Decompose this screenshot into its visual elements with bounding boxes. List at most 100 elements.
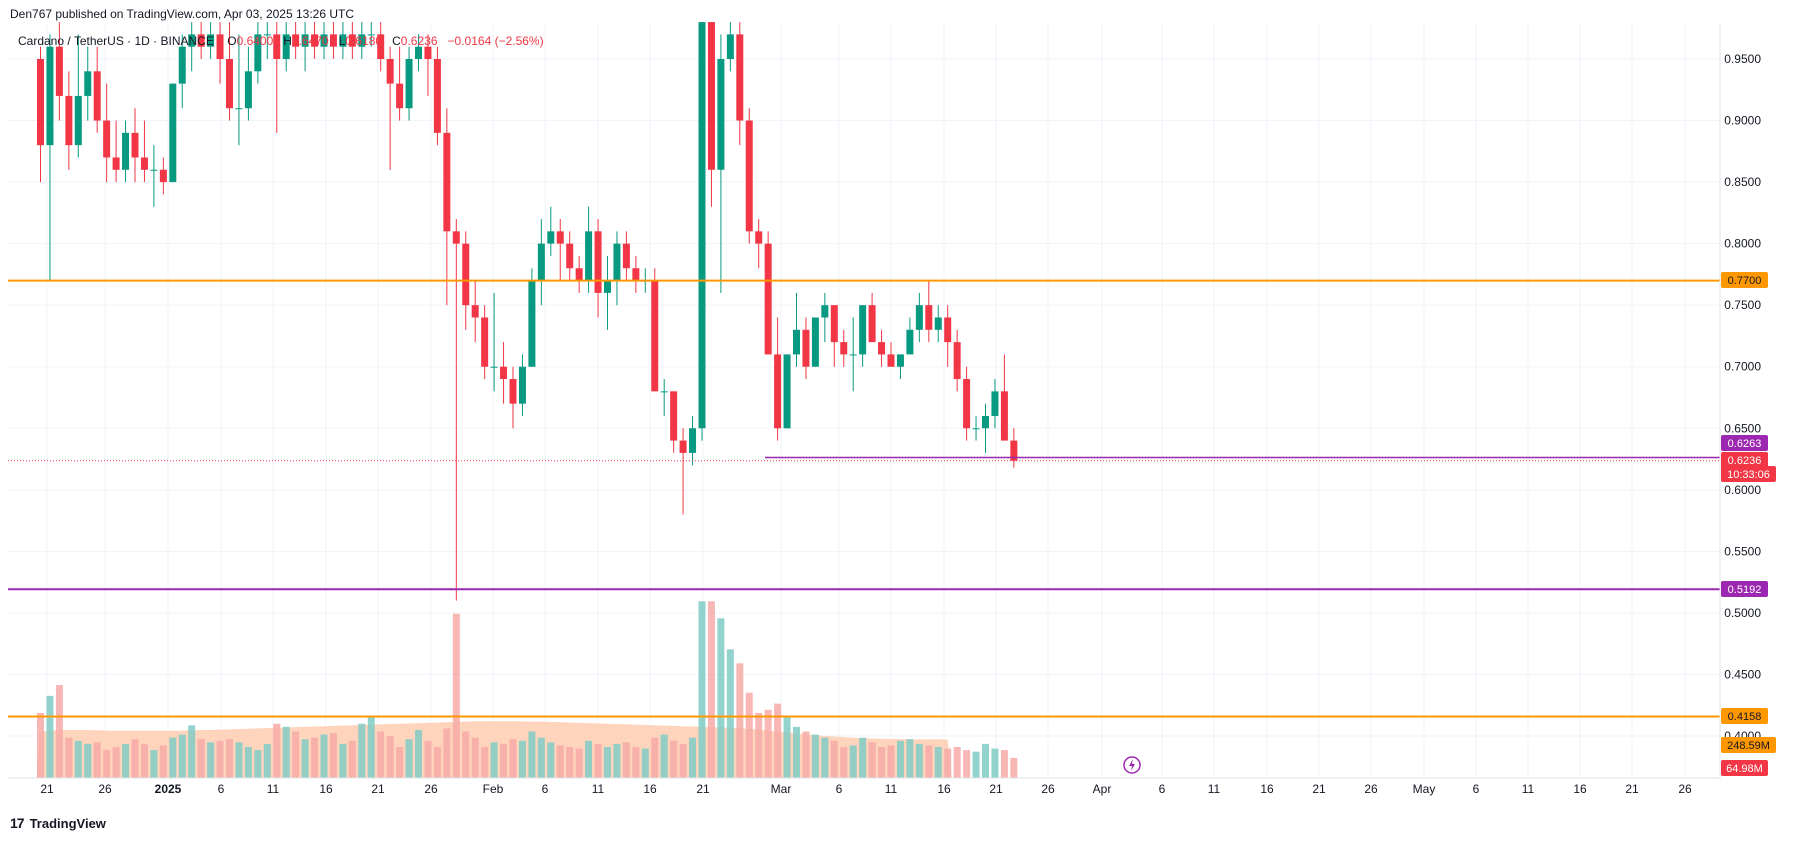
candle-body[interactable] bbox=[282, 34, 290, 59]
candle-body[interactable] bbox=[944, 317, 952, 343]
candle-body[interactable] bbox=[982, 415, 989, 429]
candle-body[interactable] bbox=[566, 243, 574, 269]
candle-body[interactable] bbox=[462, 243, 470, 306]
candle-body[interactable] bbox=[726, 34, 734, 59]
candle-body[interactable] bbox=[802, 329, 810, 367]
candle-body[interactable] bbox=[707, 22, 715, 170]
candle-body[interactable] bbox=[150, 169, 158, 171]
candle-body[interactable] bbox=[367, 34, 375, 36]
candle-body[interactable] bbox=[292, 34, 300, 47]
candle-body[interactable] bbox=[471, 305, 479, 318]
candle-body[interactable] bbox=[925, 305, 933, 330]
candle-body[interactable] bbox=[632, 268, 640, 281]
candle-body[interactable] bbox=[575, 268, 583, 281]
candle-body[interactable] bbox=[443, 132, 451, 232]
candle-body[interactable] bbox=[263, 34, 271, 36]
candle-body[interactable] bbox=[490, 366, 498, 368]
candle-body[interactable] bbox=[358, 34, 366, 47]
candle-body[interactable] bbox=[74, 95, 82, 146]
candle-body[interactable] bbox=[46, 46, 54, 146]
candle-body[interactable] bbox=[509, 379, 517, 404]
candle-body[interactable] bbox=[377, 34, 385, 59]
candle-body[interactable] bbox=[849, 354, 857, 356]
candle-body[interactable] bbox=[226, 59, 233, 109]
candle-body[interactable] bbox=[339, 34, 347, 47]
candle-body[interactable] bbox=[859, 305, 867, 355]
candle-body[interactable] bbox=[93, 71, 101, 121]
candle-body[interactable] bbox=[528, 280, 536, 367]
candle-body[interactable] bbox=[745, 120, 753, 232]
candle-body[interactable] bbox=[613, 243, 621, 281]
candle-body[interactable] bbox=[887, 354, 895, 367]
candle-body[interactable] bbox=[717, 59, 725, 170]
candle-body[interactable] bbox=[556, 231, 564, 244]
candle-body[interactable] bbox=[216, 34, 224, 59]
candle-body[interactable] bbox=[811, 317, 819, 367]
candle-body[interactable] bbox=[689, 428, 697, 453]
symbol-title[interactable]: Cardano / TetherUS · 1D · BINANCE bbox=[18, 34, 214, 48]
candle-body[interactable] bbox=[424, 46, 432, 59]
candle-body[interactable] bbox=[896, 354, 904, 367]
candle-body[interactable] bbox=[594, 231, 602, 293]
candle-body[interactable] bbox=[934, 317, 942, 330]
candle-body[interactable] bbox=[764, 243, 772, 355]
candle-body[interactable] bbox=[547, 231, 555, 244]
candle-body[interactable] bbox=[122, 132, 130, 170]
candle-body[interactable] bbox=[660, 391, 668, 393]
candle-body[interactable] bbox=[169, 83, 177, 183]
candle-body[interactable] bbox=[452, 231, 460, 244]
candle-body[interactable] bbox=[112, 157, 120, 170]
candle-body[interactable] bbox=[1010, 440, 1018, 461]
candle-body[interactable] bbox=[197, 34, 205, 47]
candle-body[interactable] bbox=[783, 354, 791, 429]
candle-body[interactable] bbox=[103, 120, 111, 158]
candle-body[interactable] bbox=[622, 243, 630, 269]
candle-body[interactable] bbox=[415, 46, 422, 59]
candle-body[interactable] bbox=[159, 169, 167, 183]
candle-body[interactable] bbox=[1000, 391, 1008, 441]
candle-body[interactable] bbox=[396, 83, 404, 109]
candle-body[interactable] bbox=[537, 243, 545, 281]
candle-body[interactable] bbox=[140, 157, 148, 170]
candle-body[interactable] bbox=[188, 34, 196, 47]
candle-body[interactable] bbox=[329, 34, 337, 47]
candle-body[interactable] bbox=[481, 317, 489, 367]
candle-body[interactable] bbox=[906, 329, 914, 355]
candle-body[interactable] bbox=[273, 34, 281, 59]
candle-body[interactable] bbox=[348, 34, 356, 47]
candle-body[interactable] bbox=[830, 305, 838, 343]
candle-body[interactable] bbox=[991, 391, 999, 416]
candle-body[interactable] bbox=[755, 231, 763, 244]
candle-body[interactable] bbox=[953, 342, 961, 380]
candle-body[interactable] bbox=[840, 342, 848, 355]
candle-body[interactable] bbox=[670, 391, 678, 441]
candle-body[interactable] bbox=[84, 71, 92, 96]
candle-body[interactable] bbox=[311, 34, 319, 47]
candle-body[interactable] bbox=[235, 108, 243, 110]
candle-body[interactable] bbox=[131, 132, 139, 158]
candle-body[interactable] bbox=[698, 22, 706, 429]
candle-body[interactable] bbox=[972, 428, 980, 430]
candle-body[interactable] bbox=[65, 95, 73, 146]
candle-body[interactable] bbox=[679, 440, 687, 453]
candle-body[interactable] bbox=[386, 59, 394, 84]
candle-body[interactable] bbox=[585, 231, 593, 281]
candle-body[interactable] bbox=[915, 305, 923, 330]
candle-body[interactable] bbox=[651, 280, 659, 392]
candle-body[interactable] bbox=[55, 46, 63, 96]
candle-body[interactable] bbox=[301, 34, 309, 47]
candle-body[interactable] bbox=[736, 34, 744, 121]
candle-body[interactable] bbox=[207, 34, 215, 47]
candle-body[interactable] bbox=[518, 366, 526, 404]
candle-body[interactable] bbox=[178, 46, 186, 84]
candle-body[interactable] bbox=[963, 379, 971, 429]
candle-body[interactable] bbox=[254, 34, 262, 72]
candle-body[interactable] bbox=[320, 34, 328, 47]
candle-body[interactable] bbox=[500, 366, 508, 380]
candle-body[interactable] bbox=[433, 59, 441, 133]
candle-body[interactable] bbox=[793, 329, 800, 355]
candle-body[interactable] bbox=[405, 59, 413, 109]
candle-body[interactable] bbox=[244, 71, 252, 109]
candle-body[interactable] bbox=[868, 305, 876, 343]
